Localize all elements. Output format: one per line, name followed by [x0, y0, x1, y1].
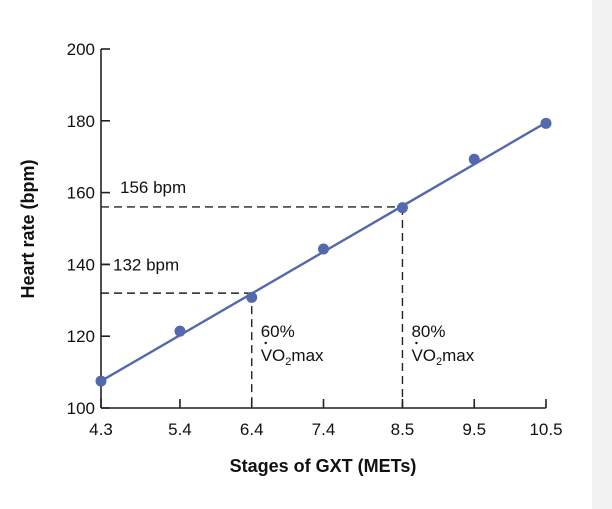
- x-tick-label: 6.4: [240, 420, 264, 439]
- y-tick-label: 140: [67, 255, 95, 274]
- axes: 100 120 140 160 180 200 4.3 5.4 6.4 7.4 8.5 9.5 10.5: [67, 40, 563, 439]
- vo2-dot-accent: [415, 341, 418, 345]
- data-point: [95, 375, 107, 387]
- vo2max-label: VO2max: [411, 346, 474, 368]
- y-tick-label: 100: [67, 399, 95, 418]
- heart-rate-label: 132 bpm: [113, 255, 179, 274]
- data-point: [468, 153, 480, 165]
- data-point: [246, 291, 258, 303]
- data-point: [396, 202, 408, 214]
- y-tick-label: 180: [67, 112, 95, 131]
- x-tick-label: 8.5: [391, 420, 415, 439]
- data-point: [540, 117, 552, 129]
- reference-lines: 132 bpm 60% VO2max 156 bpm 80% VO2max: [101, 178, 475, 408]
- y-axis-label: Heart rate (bpm): [18, 159, 38, 298]
- y-tick-label: 120: [67, 327, 95, 346]
- data-point: [318, 243, 329, 255]
- percent-vo2max-label: 60%: [261, 322, 295, 341]
- x-tick-label: 5.4: [168, 420, 192, 439]
- heart-rate-label: 156 bpm: [120, 178, 186, 197]
- x-axis-label: Stages of GXT (METs): [230, 456, 417, 476]
- x-tick-label: 10.5: [529, 420, 562, 439]
- y-tick-label: 200: [67, 40, 95, 59]
- x-tick-label: 4.3: [89, 420, 113, 439]
- vo2max-label: VO2max: [261, 346, 324, 368]
- series: [95, 117, 552, 387]
- side-strip: [592, 0, 612, 509]
- x-tick-label: 9.5: [462, 420, 486, 439]
- percent-vo2max-label: 80%: [411, 322, 445, 341]
- vo2-dot-accent: [264, 341, 267, 345]
- data-point: [174, 325, 186, 337]
- y-tick-label: 160: [67, 184, 95, 203]
- x-tick-label: 7.4: [312, 420, 336, 439]
